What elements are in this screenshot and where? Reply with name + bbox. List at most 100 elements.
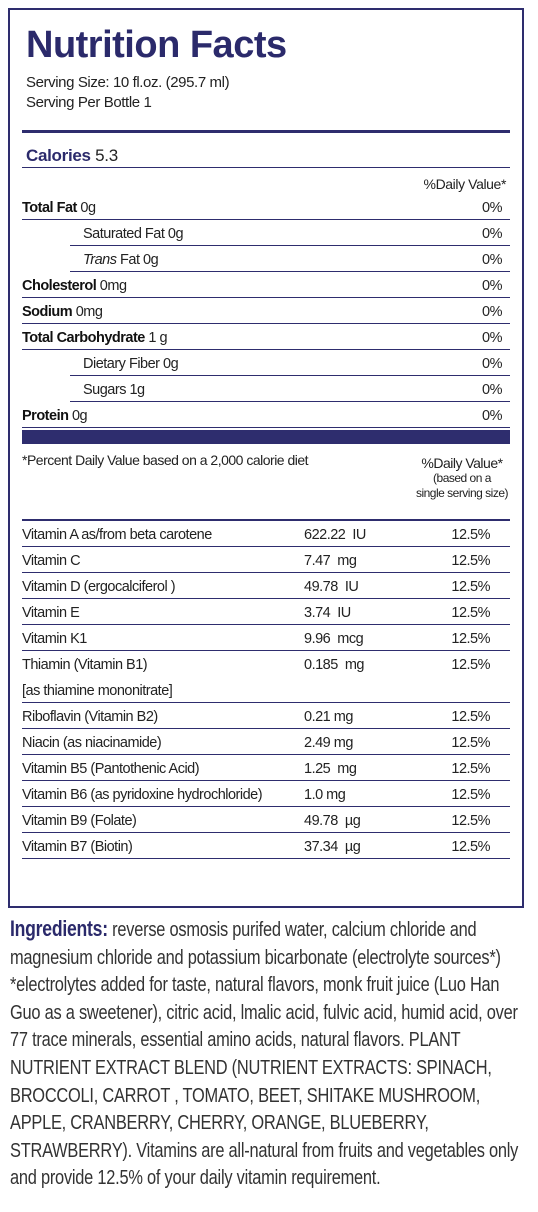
nutrient-name: Saturated Fat xyxy=(83,226,165,242)
footnote: *Percent Daily Value based on a 2,000 ca… xyxy=(22,452,309,468)
vitamin-amount: 0.185 mg xyxy=(304,657,365,673)
vitamin-row: Vitamin K1 9.96 mcg 12.5% xyxy=(22,625,510,651)
nutrient-name: Total Fat xyxy=(22,200,77,216)
vitamin-dv: 12.5% xyxy=(451,657,490,673)
vitamin-name: Vitamin C xyxy=(22,553,81,569)
nutrient-name: Sodium xyxy=(22,304,73,320)
title: Nutrition Facts xyxy=(26,24,287,66)
vitamin-row: Vitamin A as/from beta carotene 622.22 IU… xyxy=(22,521,510,547)
nutrient-dv: 0% xyxy=(482,408,502,424)
nutrient-row: Cholesterol 0mg 0% xyxy=(22,272,510,298)
nutrient-amount: 0g xyxy=(80,200,96,216)
vitamin-dv-header: %Daily Value* (based on a single serving s… xyxy=(415,455,509,501)
nutrient-name: Fat xyxy=(120,252,140,268)
vitamin-name: Vitamin B7 (Biotin) xyxy=(22,839,133,855)
nutrient-dv: 0% xyxy=(482,226,502,242)
vitamin-row: Vitamin D (ergocalciferol ) 49.78 IU 12.5% xyxy=(22,573,510,599)
vitamin-name: Vitamin B9 (Folate) xyxy=(22,813,137,829)
vitamin-row: Vitamin C 7.47 mg 12.5% xyxy=(22,547,510,573)
nutrient: Protein 0g xyxy=(22,408,88,424)
nutrient-row: Dietary Fiber 0g 0% xyxy=(70,350,510,376)
nutrient: Sugars 1g xyxy=(83,382,145,398)
vitamin-dv: 12.5% xyxy=(451,605,490,621)
ingredients-text: reverse osmosis purifed water, calcium c… xyxy=(10,918,519,1190)
nutrient-dv: 0% xyxy=(482,278,502,294)
nutrient-row: Total Fat 0g 0% xyxy=(22,194,510,220)
nutrient-amount: 0g xyxy=(167,226,184,242)
nutrient-amount: 0mg xyxy=(75,304,103,320)
nutrient-dv: 0% xyxy=(482,382,502,398)
vitamin-amount: 37.34 µg xyxy=(304,839,361,855)
vitamin-name: Vitamin B5 (Pantothenic Acid) xyxy=(22,761,200,777)
nutrient-name: Dietary Fiber xyxy=(83,356,160,372)
ingredients: Ingredients: reverse osmosis purifed wat… xyxy=(10,915,530,1192)
nutrient-row: Sodium 0mg 0% xyxy=(22,298,510,324)
nutrient-dv: 0% xyxy=(482,330,502,346)
nutrient-amount: 0g xyxy=(163,356,179,372)
calories-value: 5.3 xyxy=(95,146,118,165)
vitamin-dv: 12.5% xyxy=(451,709,490,725)
vitamin-amount: 3.74 IU xyxy=(304,605,351,621)
nutrient-dv: 0% xyxy=(482,252,502,268)
vitamin-name: Vitamin D (ergocalciferol ) xyxy=(22,579,176,595)
vitamin-dv: 12.5% xyxy=(451,553,490,569)
vitamin-name: Vitamin E xyxy=(22,605,80,621)
vitamin-name: Vitamin K1 xyxy=(22,631,87,647)
vitamin-dv-header-line: single serving size) xyxy=(415,486,509,500)
vitamin-dv: 12.5% xyxy=(451,813,490,829)
nutrient: Saturated Fat 0g xyxy=(83,226,184,242)
nutrient: Trans Fat 0g xyxy=(83,252,159,268)
vitamin-note: [as thiamine mononitrate] xyxy=(22,683,173,699)
vitamin-dv-header-line: (based on a xyxy=(433,471,491,485)
vitamin-row: Vitamin B7 (Biotin) 37.34 µg 12.5% xyxy=(22,833,510,859)
calories: Calories 5.3 xyxy=(26,146,118,166)
nutrient-amount: 0mg xyxy=(99,278,127,294)
vitamin-dv: 12.5% xyxy=(451,787,490,803)
nutrient-dv: 0% xyxy=(482,200,502,216)
vitamin-amount: 49.78 IU xyxy=(304,579,359,595)
vitamin-row: Niacin (as niacinamide) 2.49 mg 12.5% xyxy=(22,729,510,755)
rule xyxy=(22,519,510,521)
servings: Serving Per Bottle 1 xyxy=(26,94,152,111)
dv-header: %Daily Value* xyxy=(423,176,507,192)
vitamin-amount: 1.25 mg xyxy=(304,761,357,777)
vitamin-name: Vitamin A as/from beta carotene xyxy=(22,527,212,543)
nutrient-row: Trans Fat 0g 0% xyxy=(70,246,510,272)
vitamin-amount: 2.49 mg xyxy=(304,735,353,751)
vitamin-dv: 12.5% xyxy=(451,839,490,855)
vitamin-dv-header-line: %Daily Value* xyxy=(421,455,503,471)
nutrient: Total Carbohydrate 1 g xyxy=(22,330,168,346)
nutrient-name: Cholesterol xyxy=(22,278,97,294)
vitamin-name: Niacin (as niacinamide) xyxy=(22,735,162,751)
vitamin-name: Riboflavin (Vitamin B2) xyxy=(22,709,158,725)
vitamin-amount: 9.96 mcg xyxy=(304,631,364,647)
vitamin-row: Vitamin B6 (as pyridoxine hydrochloride)… xyxy=(22,781,510,807)
vitamin-amount: 622.22 IU xyxy=(304,527,366,543)
nutrient-amount: 0g xyxy=(143,252,159,268)
vitamin-dv: 12.5% xyxy=(451,761,490,777)
vitamin-dv: 12.5% xyxy=(451,527,490,543)
rule xyxy=(22,130,510,133)
vitamin-row: Vitamin B9 (Folate) 49.78 µg 12.5% xyxy=(22,807,510,833)
nutrient-amount: 0g xyxy=(71,408,88,424)
vitamin-row: Riboflavin (Vitamin B2) 0.21 mg 12.5% xyxy=(22,703,510,729)
vitamin-row: Vitamin B5 (Pantothenic Acid) 1.25 mg 12.5… xyxy=(22,755,510,781)
vitamin-dv: 12.5% xyxy=(451,735,490,751)
serving-size: Serving Size: 10 fl.oz. (295.7 ml) xyxy=(26,74,230,91)
vitamin-name: Thiamin (Vitamin B1) xyxy=(22,657,148,673)
vitamin-name: Vitamin B6 (as pyridoxine hydrochloride) xyxy=(22,787,263,803)
nutrient-amount: 1g xyxy=(129,382,145,398)
ingredients-label: Ingredients: xyxy=(10,916,108,941)
nutrient-name: Protein xyxy=(22,408,69,424)
nutrient-name: Total Carbohydrate xyxy=(22,330,145,346)
vitamin-dv: 12.5% xyxy=(451,631,490,647)
nutrient-dv: 0% xyxy=(482,356,502,372)
nutrient: Dietary Fiber 0g xyxy=(83,356,179,372)
nutrient-row: Protein 0g 0% xyxy=(22,402,510,428)
nutrient-amount: 1 g xyxy=(148,330,168,346)
rule xyxy=(22,167,510,168)
nutrient-name: Sugars xyxy=(83,382,126,398)
vitamin-amount: 1.0 mg xyxy=(304,787,346,803)
vitamin-row: Vitamin E 3.74 IU 12.5% xyxy=(22,599,510,625)
